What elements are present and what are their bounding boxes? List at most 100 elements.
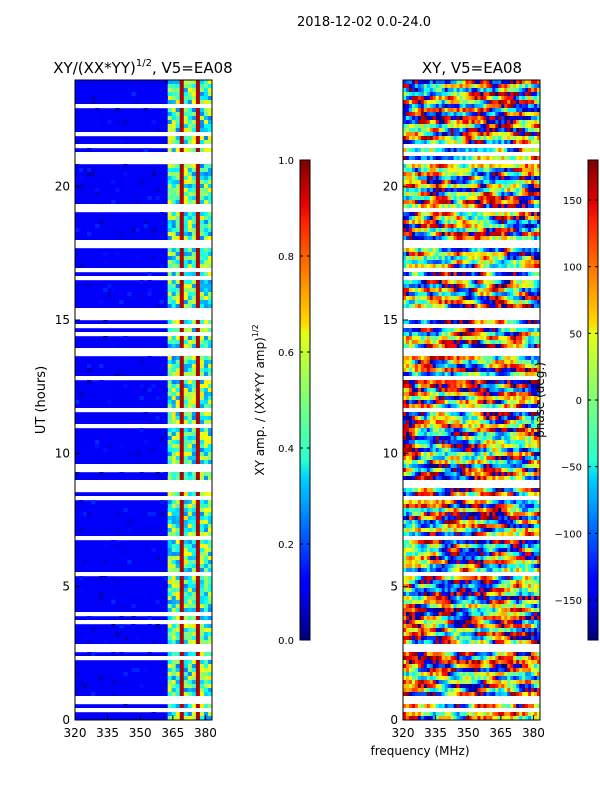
amplitude-cell [167, 676, 172, 681]
phase-cell [429, 364, 433, 369]
amplitude-cell [175, 192, 180, 197]
amplitude-cell [147, 388, 152, 393]
phase-cell [501, 108, 505, 113]
phase-cell [447, 136, 451, 141]
phase-cell [456, 404, 460, 409]
amplitude-cell [171, 404, 176, 409]
phase-cell [495, 184, 499, 189]
phase-cell [447, 228, 451, 233]
amplitude-cell [183, 200, 189, 205]
phase-cell [513, 188, 517, 193]
phase-cell [501, 356, 505, 361]
phase-cell [462, 264, 466, 269]
phase-cell [498, 400, 502, 405]
amplitude-cell [183, 184, 189, 189]
phase-cell [522, 340, 526, 345]
phase-cell [423, 88, 428, 93]
amplitude-cell [167, 532, 172, 537]
phase-cell [411, 304, 416, 309]
amplitude-cell [143, 388, 148, 393]
phase-cell [447, 272, 451, 277]
phase-cell [537, 356, 541, 361]
phase-cell [411, 156, 416, 161]
amplitude-cell [171, 584, 176, 589]
phase-cell [513, 192, 517, 197]
phase-cell [534, 328, 538, 333]
amplitude-cell [83, 168, 88, 173]
amplitude-cell [175, 328, 180, 333]
phase-cell [408, 140, 413, 145]
phase-cell [444, 136, 448, 141]
phase-cell [519, 108, 523, 113]
amplitude-cell [171, 396, 176, 401]
phase-cell [513, 212, 517, 217]
amplitude-cell [203, 592, 209, 597]
phase-cell [531, 188, 535, 193]
phase-cell [426, 364, 431, 369]
phase-cell [403, 336, 407, 341]
phase-cell [405, 396, 410, 401]
phase-cell [480, 204, 484, 209]
amplitude-cell [187, 108, 193, 113]
amplitude-cell [199, 340, 205, 345]
amplitude-cell [195, 576, 201, 581]
phase-cell [447, 92, 451, 97]
phase-cell [525, 172, 529, 177]
phase-cell [462, 116, 466, 121]
amplitude-cell [91, 500, 96, 505]
amplitude-cell [183, 236, 189, 241]
phase-cell [501, 120, 505, 125]
phase-cell [483, 392, 487, 397]
amplitude-cell [179, 368, 184, 373]
phase-cell [414, 128, 419, 133]
phase-cell [417, 304, 422, 309]
phase-cell [492, 96, 496, 101]
phase-cell [486, 188, 490, 193]
phase-cell [403, 416, 407, 421]
phase-cell [504, 80, 508, 85]
phase-cell [432, 364, 436, 369]
phase-cell [432, 340, 436, 345]
amplitude-cell [175, 448, 180, 453]
phase-cell [489, 340, 493, 345]
amplitude-cell [191, 688, 197, 693]
phase-cell [525, 204, 529, 209]
phase-cell [537, 232, 541, 237]
phase-cell [492, 424, 496, 429]
phase-cell [420, 356, 425, 361]
phase-cell [504, 220, 508, 225]
phase-cell [501, 116, 505, 121]
phase-cell [465, 108, 469, 113]
phase-cell [462, 332, 466, 337]
phase-cell [528, 328, 532, 333]
phase-cell [462, 128, 466, 133]
phase-cell [528, 340, 532, 345]
phase-cell [531, 132, 535, 137]
amplitude-cell [199, 116, 205, 121]
phase-cell [420, 424, 425, 429]
amplitude-cell [191, 456, 197, 461]
phase-cell [447, 112, 451, 117]
amplitude-cell [207, 636, 213, 641]
phase-cell [450, 340, 454, 345]
amplitude-cell [175, 652, 180, 657]
phase-cell [447, 128, 451, 133]
amplitude-cell [199, 304, 205, 309]
amplitude-cell [183, 140, 189, 145]
phase-cell [441, 104, 445, 109]
phase-cell [411, 228, 416, 233]
amplitude-cell [123, 224, 128, 229]
phase-cell [453, 364, 457, 369]
phase-cell [441, 344, 445, 349]
phase-cell [426, 280, 431, 285]
amplitude-cell [123, 172, 128, 177]
phase-cell [528, 88, 532, 93]
amplitude-cell [203, 548, 209, 553]
phase-cell [477, 300, 481, 305]
phase-cell [489, 344, 493, 349]
phase-cell [429, 256, 433, 261]
amplitude-cell [175, 596, 180, 601]
phase-cell [444, 328, 448, 333]
phase-cell [483, 364, 487, 369]
phase-cell [447, 256, 451, 261]
